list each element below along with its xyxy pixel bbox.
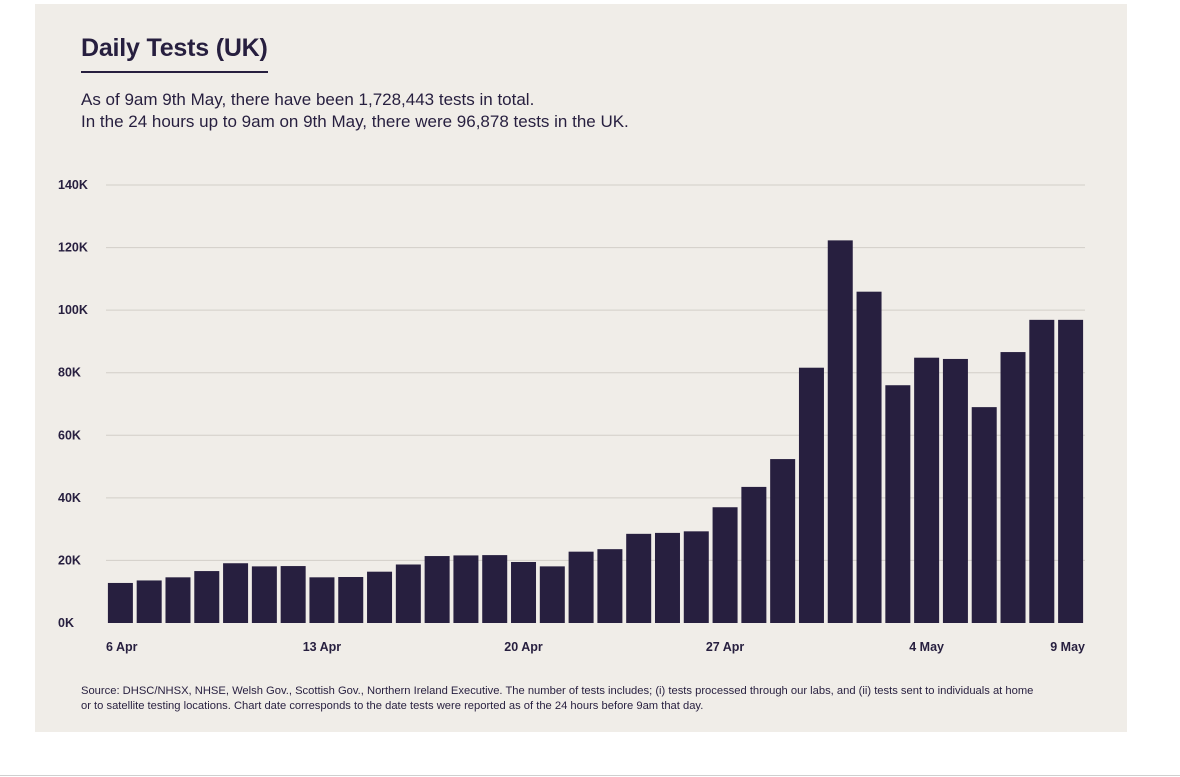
bar	[165, 577, 191, 623]
subtitle-daily-tests: In the 24 hours up to 9am on 9th May, th…	[81, 112, 629, 131]
bar	[424, 556, 450, 623]
bar	[971, 407, 997, 623]
x-axis-ticks: 6 Apr 13 Apr 20 Apr 27 Apr 4 May 9 May	[106, 640, 1085, 654]
bar-chart: 0K 20K 40K 60K 80K 100K 120K 140K 6 Apr 13 Apr 20…	[58, 178, 1085, 654]
bar	[107, 582, 133, 623]
bar	[798, 367, 824, 623]
chart-subtitle: As of 9am 9th May, there have been 1,728…	[81, 89, 629, 133]
x-tick-label: 13 Apr	[303, 640, 342, 654]
bar	[338, 577, 364, 623]
y-tick-label: 120K	[58, 241, 88, 255]
y-tick-label: 60K	[58, 428, 81, 442]
bar	[942, 358, 968, 623]
bar	[741, 486, 767, 623]
bar	[654, 532, 680, 623]
subtitle-total-tests: As of 9am 9th May, there have been 1,728…	[81, 90, 535, 109]
y-tick-label: 100K	[58, 303, 88, 317]
x-tick-label: 20 Apr	[504, 640, 543, 654]
bar	[683, 531, 709, 623]
y-tick-label: 40K	[58, 491, 81, 505]
bar	[626, 533, 652, 623]
bar	[194, 571, 220, 623]
bar	[136, 580, 162, 623]
bar	[568, 551, 594, 623]
bar	[914, 357, 940, 623]
x-tick-label: 4 May	[909, 640, 944, 654]
y-tick-label: 140K	[58, 178, 88, 192]
chart-title: Daily Tests (UK)	[81, 34, 268, 73]
chart-card: Daily Tests (UK) As of 9am 9th May, ther…	[35, 4, 1127, 732]
bar	[251, 566, 277, 623]
bar	[885, 385, 911, 623]
x-tick-label: 6 Apr	[106, 640, 138, 654]
source-footnote: Source: DHSC/NHSX, NHSE, Welsh Gov., Sco…	[81, 685, 1034, 712]
bar	[482, 555, 508, 623]
bar	[280, 566, 306, 623]
bar	[223, 563, 249, 623]
bar	[1029, 319, 1055, 623]
bar	[453, 555, 479, 623]
bar	[367, 571, 393, 623]
bar	[511, 561, 537, 623]
bar	[827, 240, 853, 623]
y-tick-label: 0K	[58, 616, 74, 630]
bar	[856, 291, 882, 623]
y-tick-label: 80K	[58, 366, 81, 380]
page-divider	[0, 775, 1180, 776]
x-tick-label: 27 Apr	[706, 640, 745, 654]
bar	[309, 577, 335, 623]
bar	[395, 564, 421, 623]
y-axis-ticks: 0K 20K 40K 60K 80K 100K 120K 140K	[58, 178, 88, 630]
bar	[1000, 352, 1026, 623]
bars	[107, 240, 1084, 623]
bar	[770, 459, 796, 623]
bar	[539, 566, 565, 623]
x-tick-label: 9 May	[1050, 640, 1085, 654]
bar	[1058, 319, 1084, 623]
y-tick-label: 20K	[58, 553, 81, 567]
bar	[712, 507, 738, 623]
bar	[597, 549, 623, 623]
